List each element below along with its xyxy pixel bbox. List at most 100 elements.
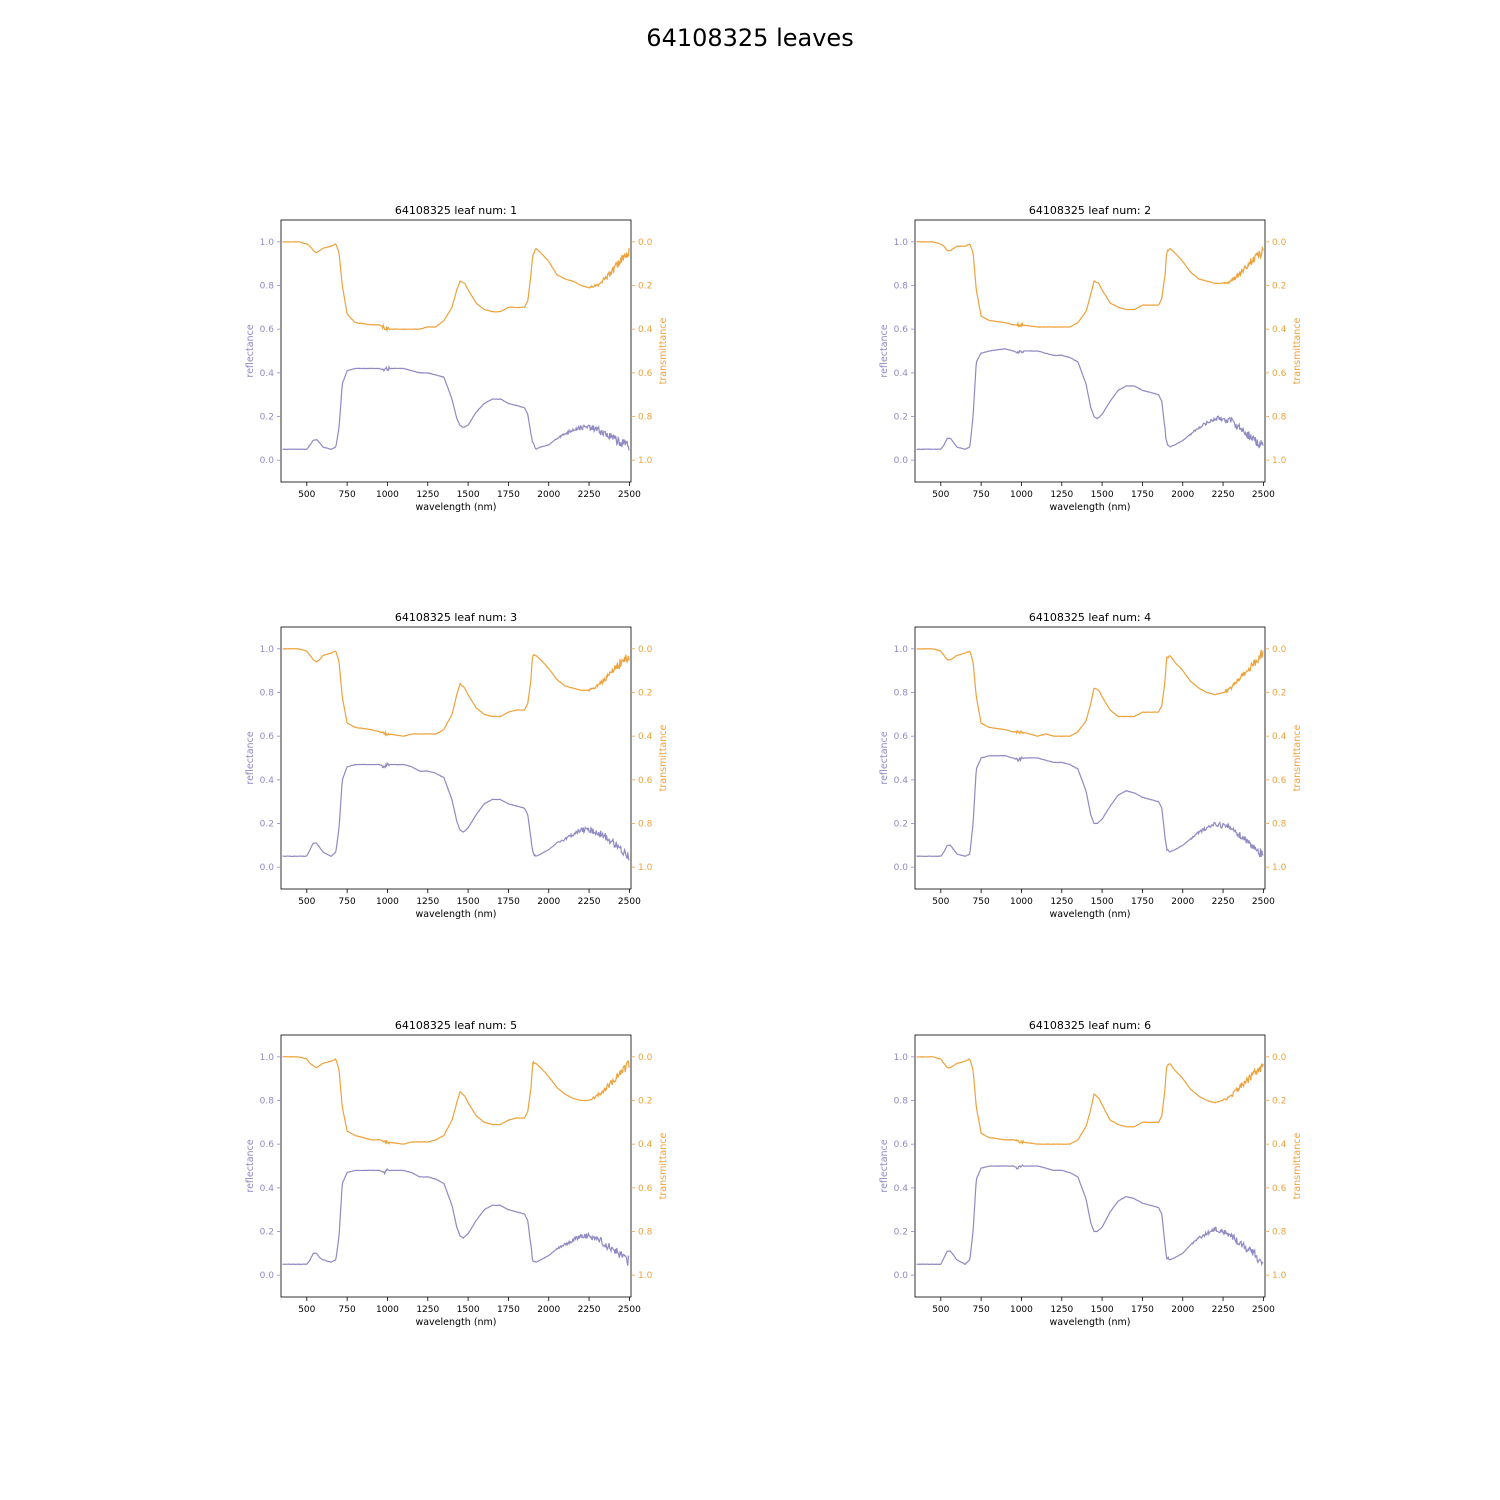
subplot-2: 64108325 leaf num: 2 500 750 1000 1250 1500 17… bbox=[879, 204, 1303, 513]
y-left-tick-label: 0.4 bbox=[260, 1184, 275, 1194]
y-right-tick-label: 0.2 bbox=[638, 689, 652, 699]
x-tick-label: 2000 bbox=[537, 897, 560, 907]
subplot-title: 64108325 leaf num: 6 bbox=[1029, 1019, 1151, 1032]
y-left-tick-label: 0.0 bbox=[894, 456, 909, 466]
y-left-tick-label: 0.6 bbox=[260, 325, 275, 335]
y-right-axis-label: transmittance bbox=[1292, 725, 1303, 792]
x-tick-label: 1500 bbox=[1091, 490, 1114, 500]
subplot-6: 64108325 leaf num: 6 500 750 1000 1250 1500 17… bbox=[879, 1019, 1303, 1328]
x-tick-label: 2250 bbox=[578, 1305, 601, 1315]
y-right-tick-label: 0.0 bbox=[638, 238, 653, 248]
subplot-4: 64108325 leaf num: 4 500 750 1000 1250 1500 17… bbox=[879, 611, 1303, 920]
y-right-tick-label: 1.0 bbox=[638, 456, 653, 466]
reflectance-line bbox=[916, 348, 1264, 451]
x-tick-label: 2500 bbox=[1252, 490, 1275, 500]
x-tick-label: 2500 bbox=[1252, 1305, 1275, 1315]
y-right-tick-label: 0.0 bbox=[1272, 1053, 1287, 1063]
y-left-tick-label: 1.0 bbox=[894, 645, 909, 655]
x-tick-label: 2000 bbox=[1171, 1305, 1194, 1315]
x-tick-label: 750 bbox=[339, 1305, 356, 1315]
y-left-tick-label: 0.6 bbox=[894, 1140, 909, 1150]
x-tick-label: 2250 bbox=[1212, 1305, 1235, 1315]
x-tick-label: 1750 bbox=[497, 490, 520, 500]
y-right-tick-label: 0.2 bbox=[1272, 282, 1286, 292]
plot-frame bbox=[914, 626, 1266, 890]
y-right-tick-label: 0.8 bbox=[638, 413, 653, 423]
y-right-tick-label: 0.4 bbox=[638, 325, 653, 335]
x-tick-label: 2500 bbox=[618, 897, 641, 907]
x-tick-label: 2250 bbox=[578, 490, 601, 500]
x-axis-label: wavelength (nm) bbox=[1049, 1317, 1130, 1328]
y-right-axis-label: transmittance bbox=[658, 725, 669, 792]
plot-frame bbox=[914, 219, 1266, 483]
reflectance-line bbox=[916, 1164, 1264, 1267]
x-tick-label: 1500 bbox=[1091, 1305, 1114, 1315]
y-left-tick-label: 0.0 bbox=[260, 456, 275, 466]
y-left-tick-label: 0.2 bbox=[894, 413, 908, 423]
y-right-tick-label: 0.0 bbox=[1272, 238, 1287, 248]
y-right-tick-label: 0.4 bbox=[1272, 732, 1287, 742]
x-tick-label: 750 bbox=[339, 897, 356, 907]
subplot-5: 64108325 leaf num: 5 500 750 1000 1250 1500 17… bbox=[245, 1019, 669, 1328]
x-tick-label: 500 bbox=[298, 490, 315, 500]
x-tick-label: 1250 bbox=[416, 1305, 439, 1315]
y-left-axis-label: reflectance bbox=[245, 324, 256, 377]
y-right-tick-label: 0.0 bbox=[638, 645, 653, 655]
y-right-tick-label: 1.0 bbox=[638, 863, 653, 873]
y-left-tick-label: 0.2 bbox=[260, 1228, 274, 1238]
y-right-tick-label: 0.4 bbox=[638, 1140, 653, 1150]
x-tick-label: 1000 bbox=[376, 1305, 399, 1315]
x-tick-label: 500 bbox=[932, 1305, 949, 1315]
y-left-tick-label: 0.2 bbox=[260, 820, 274, 830]
y-right-tick-label: 0.6 bbox=[1272, 369, 1287, 379]
x-tick-label: 500 bbox=[932, 897, 949, 907]
x-tick-label: 1750 bbox=[497, 1305, 520, 1315]
y-right-axis-label: transmittance bbox=[658, 1133, 669, 1200]
y-right-tick-label: 0.8 bbox=[1272, 413, 1287, 423]
x-tick-label: 750 bbox=[973, 490, 990, 500]
plot-frame bbox=[280, 626, 632, 890]
y-right-tick-label: 0.2 bbox=[638, 1097, 652, 1107]
y-left-axis-label: reflectance bbox=[879, 731, 890, 784]
x-tick-label: 2250 bbox=[1212, 897, 1235, 907]
y-left-tick-label: 1.0 bbox=[894, 238, 909, 248]
x-tick-label: 1000 bbox=[1010, 490, 1033, 500]
x-tick-label: 2000 bbox=[537, 1305, 560, 1315]
y-right-tick-label: 0.8 bbox=[638, 1228, 653, 1238]
transmittance-line bbox=[282, 240, 630, 333]
x-tick-label: 2000 bbox=[537, 490, 560, 500]
y-right-tick-label: 0.2 bbox=[638, 282, 652, 292]
reflectance-line bbox=[282, 1167, 630, 1266]
y-left-tick-label: 0.8 bbox=[260, 282, 275, 292]
y-left-tick-label: 0.8 bbox=[894, 689, 909, 699]
subplot-title: 64108325 leaf num: 1 bbox=[395, 204, 517, 217]
x-tick-label: 750 bbox=[339, 490, 356, 500]
transmittance-line bbox=[916, 647, 1264, 738]
y-left-tick-label: 0.4 bbox=[894, 1184, 909, 1194]
y-left-tick-label: 0.8 bbox=[894, 282, 909, 292]
x-tick-label: 1500 bbox=[1091, 897, 1114, 907]
x-tick-label: 1500 bbox=[457, 897, 480, 907]
x-tick-label: 1500 bbox=[457, 490, 480, 500]
y-right-axis-label: transmittance bbox=[1292, 318, 1303, 385]
x-axis-label: wavelength (nm) bbox=[1049, 502, 1130, 513]
y-right-axis-label: transmittance bbox=[658, 318, 669, 385]
y-left-tick-label: 0.2 bbox=[260, 413, 274, 423]
y-left-axis-label: reflectance bbox=[245, 1139, 256, 1192]
y-left-tick-label: 0.0 bbox=[260, 1271, 275, 1281]
y-left-tick-label: 0.8 bbox=[260, 1097, 275, 1107]
transmittance-line bbox=[282, 1056, 630, 1146]
y-left-tick-label: 0.4 bbox=[894, 776, 909, 786]
x-axis-label: wavelength (nm) bbox=[415, 1317, 496, 1328]
y-left-tick-label: 0.8 bbox=[894, 1097, 909, 1107]
x-tick-label: 2000 bbox=[1171, 490, 1194, 500]
y-left-tick-label: 0.0 bbox=[894, 1271, 909, 1281]
x-tick-label: 2250 bbox=[1212, 490, 1235, 500]
x-tick-label: 1250 bbox=[416, 897, 439, 907]
y-right-tick-label: 0.2 bbox=[1272, 1097, 1286, 1107]
y-right-tick-label: 0.6 bbox=[638, 369, 653, 379]
y-right-tick-label: 1.0 bbox=[1272, 456, 1287, 466]
y-right-tick-label: 1.0 bbox=[638, 1271, 653, 1281]
x-tick-label: 1250 bbox=[1050, 897, 1073, 907]
y-left-tick-label: 0.6 bbox=[260, 1140, 275, 1150]
